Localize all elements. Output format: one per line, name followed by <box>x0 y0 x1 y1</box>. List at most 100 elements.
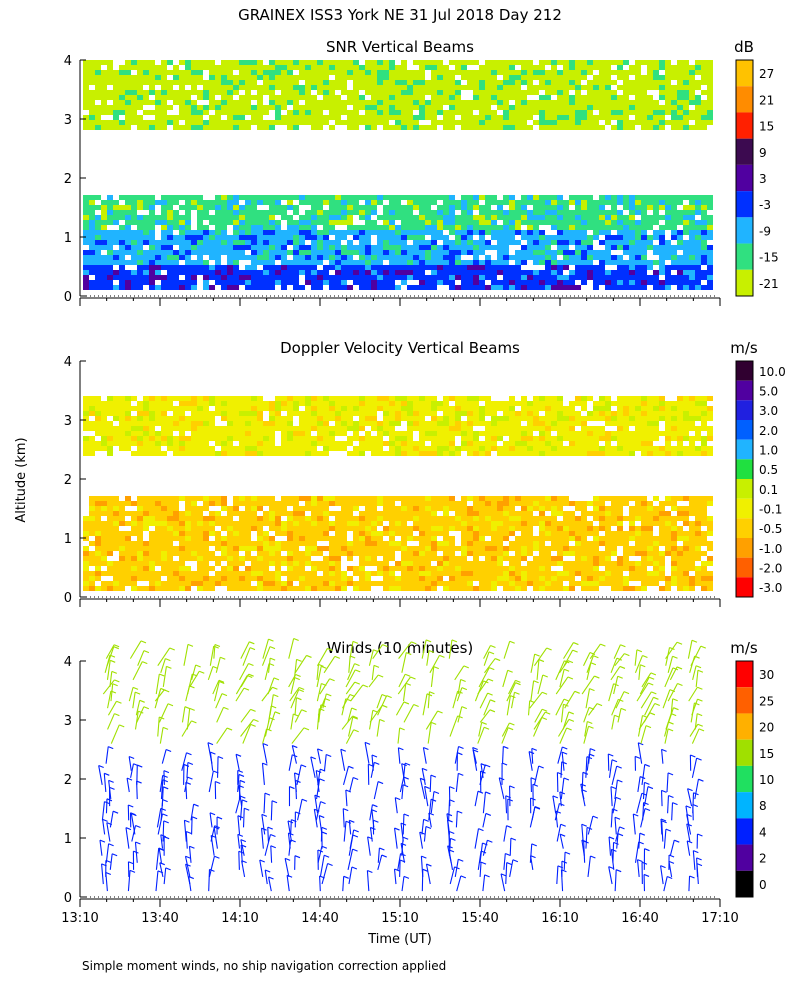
heatmap-cell <box>167 426 173 431</box>
heatmap-cell <box>455 100 461 105</box>
heatmap-cell <box>305 441 311 446</box>
heatmap-cell <box>191 85 197 90</box>
heatmap-cell <box>419 105 425 110</box>
heatmap-cell <box>647 110 653 115</box>
heatmap-cell <box>629 275 635 280</box>
heatmap-cell <box>299 250 305 255</box>
heatmap-cell <box>641 245 647 250</box>
heatmap-cell <box>467 105 473 110</box>
heatmap-cell <box>449 250 455 255</box>
heatmap-cell <box>407 125 413 130</box>
heatmap-cell <box>83 200 89 205</box>
heatmap-cell <box>215 235 221 240</box>
heatmap-cell <box>395 546 401 551</box>
heatmap-cell <box>137 516 143 521</box>
heatmap-cell <box>143 516 149 521</box>
heatmap-cell <box>131 526 137 531</box>
heatmap-cell <box>551 80 557 85</box>
heatmap-cell <box>425 210 431 215</box>
heatmap-cell <box>173 280 179 285</box>
heatmap-cell <box>443 536 449 541</box>
heatmap-cell <box>305 541 311 546</box>
panel-1: SNR Vertical Beams0123427211593-3-9-15-2… <box>64 38 779 306</box>
heatmap-cell <box>677 80 683 85</box>
heatmap-cell <box>227 561 233 566</box>
heatmap-cell <box>125 200 131 205</box>
heatmap-cell <box>431 285 437 290</box>
heatmap-cell <box>593 200 599 205</box>
heatmap-cell <box>311 541 317 546</box>
heatmap-cell <box>203 85 209 90</box>
heatmap-cell <box>455 521 461 526</box>
heatmap-cell <box>365 250 371 255</box>
heatmap-cell <box>95 125 101 130</box>
heatmap-cell <box>587 265 593 270</box>
heatmap-cell <box>491 285 497 290</box>
heatmap-cell <box>149 240 155 245</box>
heatmap-cell <box>377 215 383 220</box>
heatmap-cell <box>185 220 191 225</box>
heatmap-cell <box>701 200 707 205</box>
heatmap-cell <box>401 220 407 225</box>
heatmap-cell <box>179 255 185 260</box>
heatmap-cell <box>359 120 365 125</box>
heatmap-cell <box>407 270 413 275</box>
heatmap-cell <box>401 205 407 210</box>
heatmap-cell <box>275 75 281 80</box>
heatmap-cell <box>449 581 455 586</box>
heatmap-cell <box>233 536 239 541</box>
heatmap-cell <box>353 571 359 576</box>
heatmap-cell <box>371 265 377 270</box>
heatmap-cell <box>473 576 479 581</box>
heatmap-cell <box>203 125 209 130</box>
heatmap-cell <box>83 441 89 446</box>
heatmap-cell <box>143 571 149 576</box>
heatmap-cell <box>329 100 335 105</box>
heatmap-cell <box>95 110 101 115</box>
heatmap-cell <box>389 556 395 561</box>
heatmap-cell <box>347 65 353 70</box>
heatmap-cell <box>509 125 515 130</box>
heatmap-cell <box>203 230 209 235</box>
heatmap-cell <box>419 230 425 235</box>
heatmap-cell <box>341 541 347 546</box>
heatmap-cell <box>533 275 539 280</box>
heatmap-cell <box>161 235 167 240</box>
heatmap-cell <box>101 446 107 451</box>
heatmap-cell <box>143 521 149 526</box>
heatmap-cell <box>275 541 281 546</box>
heatmap-cell <box>503 285 509 290</box>
heatmap-cell <box>149 451 155 456</box>
heatmap-cell <box>215 115 221 120</box>
heatmap-cell <box>581 265 587 270</box>
heatmap-cell <box>239 546 245 551</box>
heatmap-cell <box>443 446 449 451</box>
heatmap-cell <box>401 270 407 275</box>
heatmap-cell <box>107 541 113 546</box>
heatmap-cell <box>311 255 317 260</box>
heatmap-cell <box>89 280 95 285</box>
heatmap-cell <box>203 426 209 431</box>
heatmap-cell <box>137 526 143 531</box>
heatmap-cell <box>641 90 647 95</box>
heatmap-cell <box>173 511 179 516</box>
heatmap-cell <box>425 265 431 270</box>
heatmap-cell <box>623 230 629 235</box>
heatmap-cell <box>287 526 293 531</box>
heatmap-cell <box>137 280 143 285</box>
heatmap-cell <box>437 225 443 230</box>
heatmap-cell <box>539 285 545 290</box>
heatmap-cell <box>263 436 269 441</box>
heatmap-cell <box>143 526 149 531</box>
heatmap-cell <box>263 225 269 230</box>
heatmap-cell <box>629 250 635 255</box>
heatmap-cell <box>545 80 551 85</box>
heatmap-cell <box>443 75 449 80</box>
heatmap-cell <box>449 270 455 275</box>
heatmap-cell <box>569 60 575 65</box>
heatmap-cell <box>665 65 671 70</box>
heatmap-cell <box>269 90 275 95</box>
heatmap-cell <box>131 280 137 285</box>
heatmap-cell <box>227 401 233 406</box>
heatmap-cell <box>485 401 491 406</box>
